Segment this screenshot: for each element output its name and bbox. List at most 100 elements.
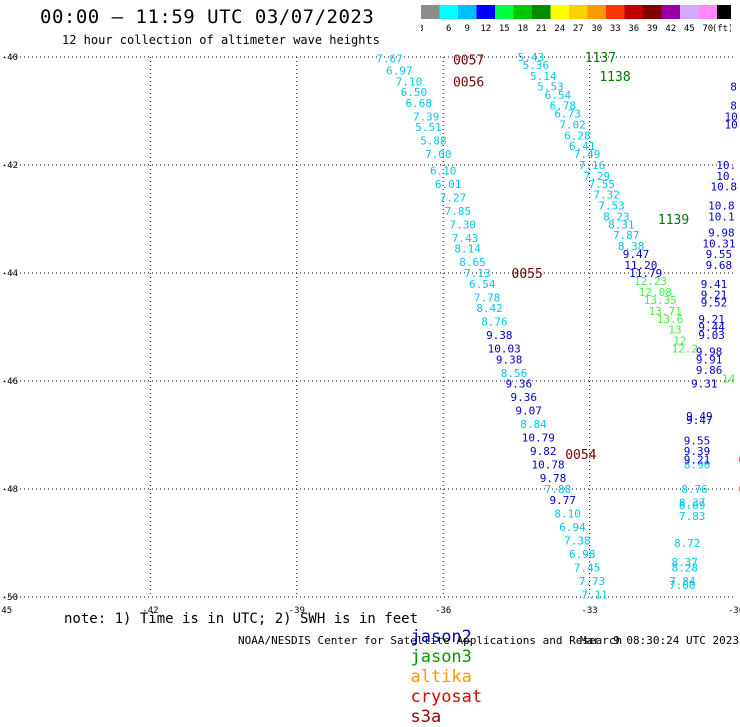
swh-value-label: 7.27: [440, 191, 467, 204]
y-tick-label: -42: [2, 161, 18, 171]
swh-value-label: 7.13: [464, 267, 491, 280]
legend-tick-label: 3: [421, 24, 424, 33]
swh-value-label: 7.43: [452, 232, 479, 245]
pass-time-label: 0056: [453, 75, 484, 90]
swh-value-label: 8.10: [554, 507, 581, 520]
satellite-altika: altika: [410, 667, 472, 687]
swh-value-label: 7.49: [574, 148, 601, 161]
swh-value-label: 7.10: [396, 75, 423, 88]
swh-value-label: 8.23: [603, 210, 630, 223]
x-tick-label: -36: [435, 606, 451, 616]
color-scale-legend: 36912151821242730333639424570(ft): [421, 5, 731, 33]
credit-line: NOAA/NESDIS Center for Satellite Applica…: [238, 634, 623, 647]
legend-tick-label: 42: [665, 24, 676, 33]
swh-value-label: 9.36: [510, 391, 537, 404]
swh-value-label: 8.72: [674, 537, 701, 550]
swh-value-label: 9.68: [706, 259, 733, 272]
footer-note: note: 1) Time is in UTC; 2) SWH is in fe…: [64, 611, 419, 627]
swh-value-label: 7.85: [445, 205, 472, 218]
time-labels: 0057005600550054113711381139002020020: [453, 51, 740, 498]
legend-swatch: [439, 5, 458, 19]
swh-value-label: 10.8: [708, 200, 735, 213]
swh-value-label: 10.78: [532, 459, 565, 472]
satellite-jason2: jason2: [410, 627, 472, 647]
axis-ticks: -45 -42 -39 -36 -33 -30 -40 -42 -44 -46 -48 -50: [0, 53, 740, 616]
swh-value-label: 8: [730, 100, 737, 113]
pass-time-label: 0057: [453, 54, 484, 69]
legend-tick-label: 24: [554, 24, 565, 33]
legend-swatch: [532, 5, 551, 19]
swh-value-label: 6.54: [469, 278, 496, 291]
swh-value-label: 12.08: [639, 286, 672, 299]
legend-tick-label: 9: [465, 24, 470, 33]
swh-value-label: 6.98: [569, 548, 596, 561]
swh-value-label: 7.60: [669, 579, 696, 592]
generated-timestamp: Mar 9 08:30:24 UTC 2023: [580, 634, 739, 647]
swh-value-label: 9.55: [706, 248, 733, 261]
swh-value-label: 8.76: [481, 316, 508, 329]
swh-value-label: 10.03: [488, 343, 521, 356]
swh-value-label: 7.67: [376, 53, 403, 66]
swh-value-label: 6.73: [554, 108, 581, 121]
swh-value-label: 8.90: [684, 459, 711, 472]
swh-value-label: 9.86: [696, 364, 723, 377]
swh-value-label: 9.77: [550, 494, 577, 507]
swh-value-label: 6.41: [569, 140, 596, 153]
legend-tick-label: 6: [446, 24, 451, 33]
swh-value-label: 5.51: [415, 121, 442, 134]
y-tick-label: -46: [2, 377, 18, 387]
swh-value-label: 7.53: [598, 200, 625, 213]
swh-value-label: 9.47: [623, 248, 650, 261]
swh-value-label: 7.88: [545, 483, 572, 496]
legend-swatch: [698, 5, 717, 19]
legend-swatch: [495, 5, 514, 19]
swh-value-label: 5.36: [523, 59, 550, 72]
swh-value-label: 12: [673, 335, 686, 348]
swh-value-label: 6.54: [545, 89, 572, 102]
legend-unit: (ft): [712, 24, 731, 33]
swh-value-label: 8.14: [454, 243, 481, 256]
swh-value-label: 10: [724, 110, 737, 123]
swh-value-label: 11.79: [629, 267, 662, 280]
satellite-cryosat: cryosat: [410, 687, 483, 707]
swh-value-label: 10: [724, 119, 737, 132]
pass-time-label: 0055: [512, 267, 543, 282]
pass-time-label: 1137: [585, 51, 616, 66]
swh-value-label: 9.38: [496, 353, 523, 366]
swh-value-label: 14: [722, 372, 736, 385]
swh-value-label: 9.21: [701, 289, 728, 302]
swh-value-label: 9.91: [696, 353, 723, 366]
x-tick-label: -45: [0, 606, 12, 616]
swh-value-label: 10.79: [522, 432, 555, 445]
swh-value-label: 8.38: [618, 240, 645, 253]
swh-value-label: 5.43: [518, 51, 545, 64]
swh-value-label: 7.29: [584, 170, 611, 183]
pass-time-label: 0054: [565, 448, 596, 463]
legend-swatch: [550, 5, 569, 19]
swh-value-label: 6.97: [386, 65, 413, 78]
swh-value-label: 6.94: [559, 521, 586, 534]
legend-swatch: [587, 5, 606, 19]
swh-value-label: 9.03: [698, 329, 725, 342]
swh-value-label: 7.38: [564, 534, 591, 547]
swh-value-label: 6.28: [564, 129, 591, 142]
swh-value-label: 9.38: [486, 329, 513, 342]
swh-value-label: 9.39: [684, 445, 711, 458]
swh-value-label: 9.21: [698, 313, 725, 326]
legend-swatch: [421, 5, 440, 19]
chart-title: 00:00 — 11:59 UTC 03/07/2023: [40, 6, 375, 28]
legend-tick-label: 15: [499, 24, 510, 33]
legend-tick-label: 21: [536, 24, 547, 33]
x-tick-label: -42: [142, 606, 158, 616]
swh-value-label: 9.55: [684, 434, 711, 447]
swh-value-label: 13: [668, 324, 681, 337]
swh-value-label: 12.23: [634, 275, 667, 288]
x-tick-label: -39: [289, 606, 305, 616]
satellite-legend: jason2 jason3 altika cryosat s3a: [390, 607, 492, 727]
swh-value-label: 10.31: [702, 237, 735, 250]
satellite-s3a: s3a: [410, 707, 442, 727]
swh-value-label: 8.31: [608, 218, 635, 231]
swh-value-label: 7.02: [559, 119, 586, 132]
swh-value-label: 13.35: [644, 294, 677, 307]
legend-tick-label: 30: [591, 24, 602, 33]
